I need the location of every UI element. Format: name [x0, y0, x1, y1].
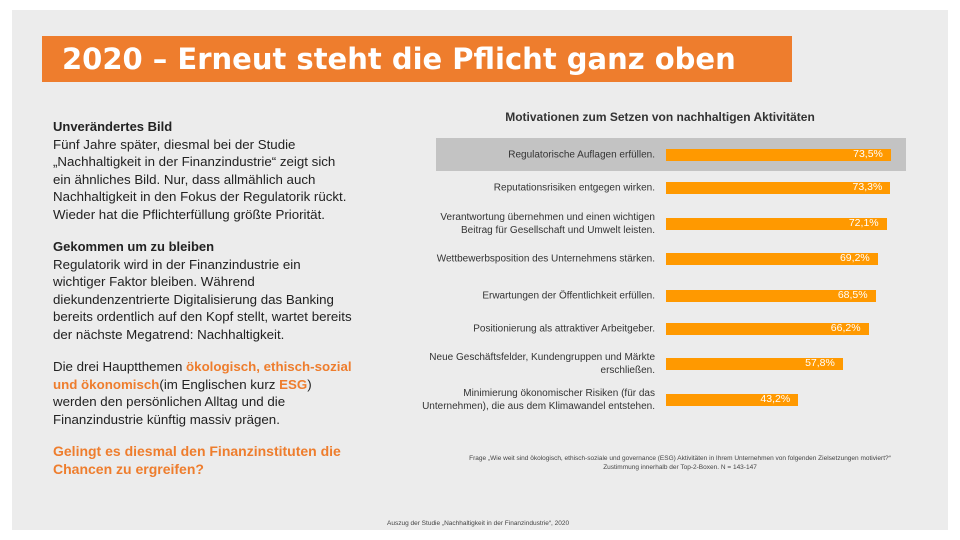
data-label: 68,5%: [837, 289, 868, 301]
highlight-topics: ökologisch, ethisch-sozial und ökonomisc…: [53, 359, 352, 392]
paragraph-3: Die drei Hauptthemen ökologisch, ethisch…: [53, 358, 353, 428]
category-label: Wettbewerbsposition des Unternehmens stä…: [436, 253, 655, 265]
data-label: 72,1%: [848, 217, 879, 229]
paragraph-1: Fünf Jahre später, diesmal bei der Studi…: [53, 136, 347, 222]
bar: 68,5%: [666, 289, 876, 302]
footer: Auszug der Studie „Nachhaltigkeit in der…: [387, 520, 570, 527]
bar: 57,8%: [666, 357, 843, 370]
data-label: 43,2%: [760, 393, 791, 405]
category-label: Reputationsrisiken entgegen wirken.: [493, 182, 655, 194]
note-sample: Zustimmung innerhalb der Top-2-Boxen. N …: [603, 464, 757, 471]
slide-title: 2020 – Erneut steht die Pflicht ganz obe…: [42, 36, 792, 82]
data-label: 69,2%: [839, 252, 870, 264]
data-label: 73,3%: [852, 181, 883, 193]
data-label: 57,8%: [805, 357, 835, 369]
heading-2: Gekommen um zu bleiben: [53, 239, 215, 254]
category-label: Positionierung als attraktiver Arbeitgeb…: [473, 323, 655, 335]
note-question: Frage „Wie weit sind ökologisch, ethisch…: [469, 455, 891, 462]
text: Die drei Hauptthemen: [53, 359, 187, 374]
question: Gelingt es diesmal den Finanzinstituten …: [53, 443, 341, 477]
category-label: Neue Geschäftsfelder, Kundengruppen und …: [429, 352, 655, 376]
text: ) werden den persönlichen Alltag und die…: [53, 376, 312, 427]
category-label: Erwartungen der Öffentlichkeit erfüllen.: [482, 290, 655, 302]
bar: 69,2%: [666, 252, 878, 265]
category-label: Verantwortung übernehmen und einen wicht…: [440, 212, 655, 236]
chart-title: Motivationen zum Setzen von nachhaltigen…: [505, 110, 815, 124]
highlight-esg: ESG: [279, 376, 308, 392]
data-label: 73,5%: [853, 148, 883, 160]
text: (im Englischen kurz: [159, 376, 280, 392]
heading-1: Unverändertes Bild: [53, 119, 173, 134]
bar: 73,3%: [666, 181, 891, 194]
data-label: 66,2%: [830, 322, 861, 334]
bar: 43,2%: [666, 393, 799, 406]
chart-note: Frage „Wie weit sind ökologisch, ethisch…: [430, 454, 930, 472]
category-label: Regulatorische Auflagen erfüllen.: [508, 149, 655, 161]
category-label: Minimierung ökonomischer Risiken (für da…: [422, 388, 655, 412]
bar: 72,1%: [666, 217, 887, 230]
paragraph-2: Regulatorik wird in der Finanzindustrie …: [53, 256, 352, 342]
bar: 66,2%: [666, 322, 869, 335]
text-column: Unverändertes Bild Fünf Jahre später, di…: [53, 118, 353, 493]
slide: [12, 10, 948, 530]
bar: 73,5%: [666, 148, 891, 161]
